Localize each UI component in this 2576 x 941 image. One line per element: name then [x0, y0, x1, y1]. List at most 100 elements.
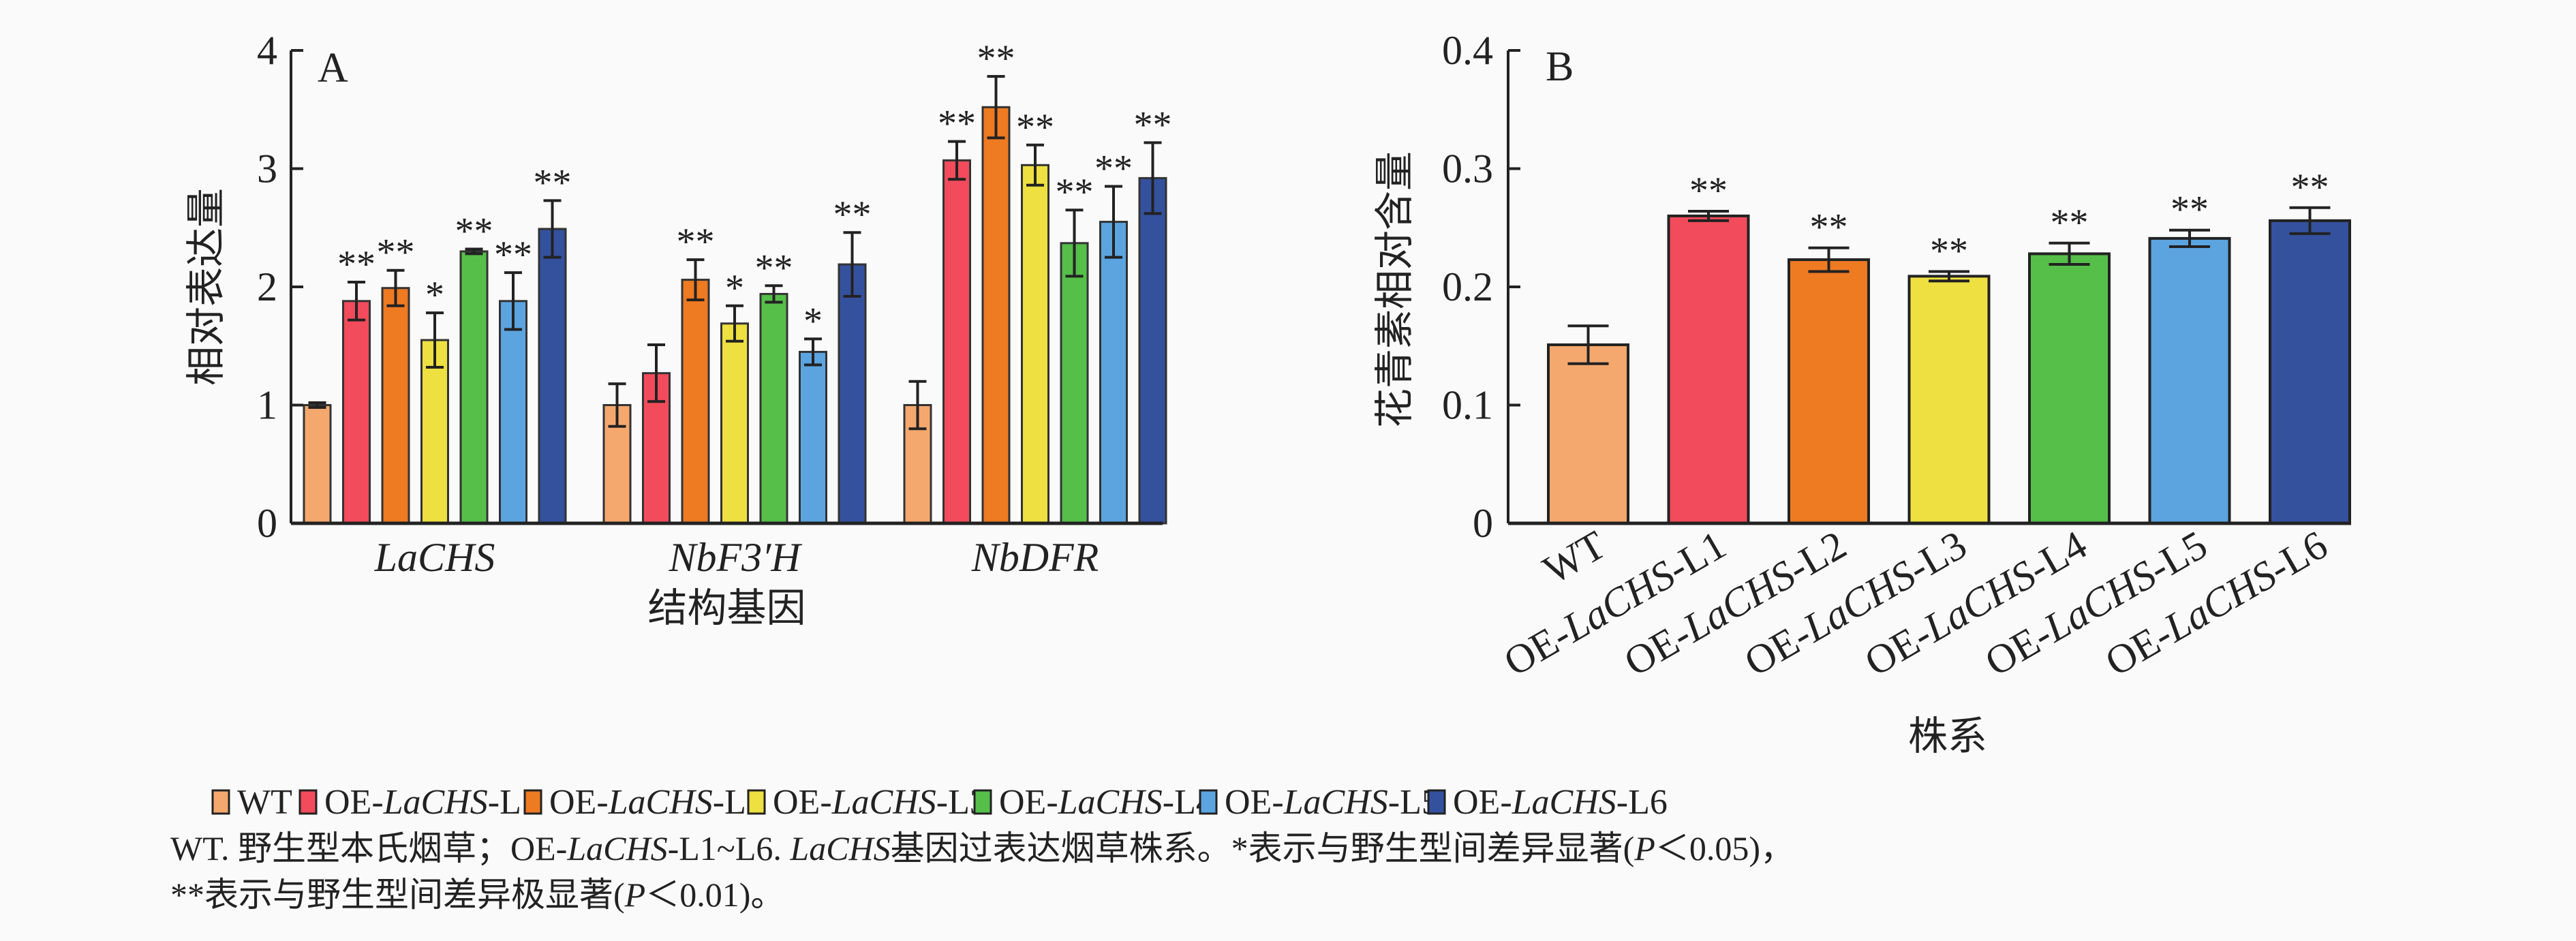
label-part: OE- — [549, 783, 609, 822]
legend-swatch — [747, 789, 766, 815]
bar — [1788, 258, 1870, 525]
label-part-italic: LaCHS — [1512, 783, 1616, 822]
y-tick-label: 2 — [257, 264, 277, 309]
y-axis-label: 花青素相对含量 — [1373, 151, 1417, 428]
caption-line: **表示与野生型间差异极显著(P＜0.01)。 — [170, 876, 784, 914]
bar — [838, 263, 867, 525]
significance-label: ** — [455, 210, 493, 252]
bar — [2148, 236, 2231, 525]
bar — [942, 159, 971, 525]
label-part-italic: LaCHS — [831, 783, 936, 822]
bar — [759, 292, 788, 525]
bar — [303, 404, 332, 525]
significance-label: ** — [1689, 170, 1728, 212]
x-tick-label: NbDFR — [971, 535, 1099, 580]
y-tick-label: 0.3 — [1442, 146, 1493, 191]
label-part-italic: LaCHS — [1283, 783, 1388, 822]
caption-segment: P — [1634, 829, 1655, 867]
bar — [1667, 214, 1750, 525]
bar — [681, 279, 710, 525]
significance-label: ** — [977, 37, 1015, 80]
y-tick-label: 0 — [257, 501, 277, 546]
label-part-italic: LaCHS — [383, 783, 488, 822]
bar — [1138, 176, 1167, 525]
legend-label: OE-LaCHS-L5 — [1225, 783, 1439, 822]
legend-swatch — [1427, 789, 1446, 815]
bar — [538, 228, 567, 525]
caption-segment: WT. 野生型本氏烟草；OE- — [170, 829, 567, 867]
significance-label: ** — [2171, 189, 2209, 231]
legend-swatch — [1199, 789, 1218, 815]
label-part: OE- — [1225, 783, 1284, 822]
significance-label: ** — [1930, 230, 1968, 272]
significance-label: ** — [2051, 202, 2089, 244]
x-tick-label: NbF3′H — [668, 535, 803, 580]
label-part-italic: LaCHS — [608, 783, 713, 822]
label-part: OE- — [324, 783, 384, 822]
bar — [799, 350, 827, 525]
bar — [1021, 164, 1049, 525]
caption-line: WT. 野生型本氏烟草；OE-LaCHS-L1~L6. LaCHS基因过表达烟草… — [170, 829, 1794, 867]
caption-segment: -L1~L6. — [668, 829, 791, 867]
x-tick-label: LaCHS — [374, 535, 495, 580]
bar — [499, 300, 527, 525]
significance-label: ** — [1094, 148, 1133, 190]
y-tick-label: 4 — [257, 28, 277, 73]
legend-label: OE-LaCHS-L1 — [324, 783, 539, 822]
significance-label: ** — [1810, 206, 1848, 249]
legend: WT OE-LaCHS-L1 OE-LaCHS-L2 OE-LaCHS-L3 OE-La… — [211, 783, 1668, 822]
significance-label: * — [725, 267, 744, 309]
caption-segment: 基因过表达烟草株系。*表示与野生型间差异显著( — [891, 829, 1635, 867]
significance-label: ** — [1056, 171, 1094, 213]
legend-label: WT — [237, 783, 292, 822]
bar — [420, 339, 449, 525]
y-tick-label: 0 — [1473, 501, 1493, 546]
caption: WT. 野生型本氏烟草；OE-LaCHS-L1~L6. LaCHS基因过表达烟草… — [170, 829, 1794, 914]
chart-a: ****** ***** ********************01234LaCH… — [184, 28, 1172, 630]
significance-label: ** — [337, 243, 375, 286]
label-part-italic: LaCHS — [1058, 783, 1163, 822]
label-part: OE- — [773, 783, 832, 822]
bar — [720, 322, 749, 525]
y-tick-label: 0.4 — [1442, 28, 1493, 73]
panel-label: B — [1546, 44, 1574, 90]
legend-swatch — [973, 789, 992, 815]
label-part: OE- — [999, 783, 1058, 822]
caption-segment: LaCHS — [566, 829, 667, 867]
bar — [1099, 221, 1128, 525]
caption-segment: P — [624, 876, 646, 914]
significance-label: ** — [2291, 166, 2329, 209]
x-axis-label: 结构基因 — [647, 586, 806, 630]
bar — [381, 287, 410, 525]
caption-segment: ＜0.01)。 — [645, 876, 784, 914]
caption-segment: LaCHS — [789, 829, 890, 867]
x-tick-label: WT — [1535, 522, 1613, 593]
bar — [1907, 275, 1991, 525]
significance-label: ** — [677, 221, 715, 263]
significance-label: ** — [534, 161, 572, 204]
y-tick-label: 0.1 — [1442, 383, 1493, 428]
caption-segment: ＜0.05)， — [1655, 829, 1794, 867]
significance-label: ** — [377, 232, 415, 274]
y-tick-label: 0.2 — [1442, 264, 1493, 309]
label-part: -L6 — [1616, 783, 1668, 822]
legend-label: OE-LaCHS-L4 — [999, 783, 1214, 822]
x-axis-label: 株系 — [1908, 714, 1987, 758]
significance-label: ** — [755, 247, 793, 289]
bar — [2269, 219, 2351, 525]
y-tick-label: 1 — [257, 383, 277, 428]
bar — [1060, 242, 1089, 525]
significance-label: ** — [1134, 104, 1172, 146]
legend-label: OE-LaCHS-L2 — [549, 783, 764, 822]
label-part: OE- — [1453, 783, 1512, 822]
bar — [1547, 343, 1629, 525]
significance-label: ** — [833, 194, 872, 236]
panel-label: A — [318, 45, 348, 91]
legend-swatch — [211, 789, 230, 815]
significance-label: * — [803, 300, 823, 342]
bar — [2028, 252, 2111, 525]
significance-label: ** — [494, 234, 532, 276]
legend-swatch — [298, 789, 318, 815]
